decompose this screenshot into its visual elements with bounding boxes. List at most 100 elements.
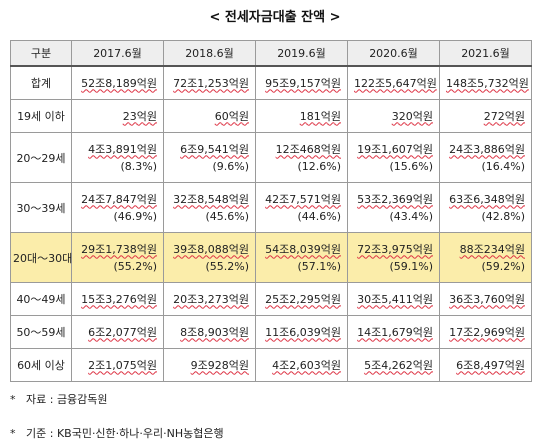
amount-value: 148조5,732억원 [446, 76, 529, 90]
amount-cell: 6조9,541억원 (9.6%) [163, 132, 256, 183]
amount-value: 60억원 [214, 109, 249, 123]
header-cell: 2018.6월 [163, 40, 256, 67]
amount-value: 30조5,411억원 [357, 292, 433, 306]
amount-cell: 20조3,273억원 [163, 282, 256, 316]
amount-cell: 72조3,975억원 (59.1%) [347, 232, 440, 283]
share-value: (44.6%) [297, 209, 341, 223]
amount-value: 17조2,969억원 [449, 325, 525, 339]
amount-value: 19조1,607억원 [357, 142, 433, 156]
amount-value: 63조6,348억원 [449, 192, 525, 206]
share-value: (59.1%) [389, 259, 433, 273]
amount-cell: 2조1,075억원 [71, 348, 164, 382]
table-row: 19세 이하 23억원 60억원 181억원 320억원 272억원 [10, 99, 532, 133]
row-label: 20대～30대 [10, 232, 72, 283]
amount-cell: 42조7,571억원 (44.6%) [255, 182, 348, 233]
table-row: 40～49세 15조3,276억원 20조3,273억원 25조2,295억원 … [10, 282, 532, 316]
amount-value: 32조8,548억원 [173, 192, 249, 206]
amount-value: 122조5,647억원 [354, 76, 437, 90]
amount-cell: 6조8,497억원 [439, 348, 532, 382]
amount-cell: 24조3,886억원 (16.4%) [439, 132, 532, 183]
amount-value: 5조4,262억원 [364, 358, 433, 372]
amount-cell: 53조2,369억원 (43.4%) [347, 182, 440, 233]
amount-cell: 14조1,679억원 [347, 315, 440, 349]
amount-value: 320억원 [391, 109, 433, 123]
amount-cell: 19조1,607억원 (15.6%) [347, 132, 440, 183]
share-value: (42.8%) [481, 209, 525, 223]
amount-value: 52조8,189억원 [81, 76, 157, 90]
amount-cell: 39조8,088억원 (55.2%) [163, 232, 256, 283]
header-cell: 2021.6월 [439, 40, 532, 67]
amount-value: 53조2,369억원 [357, 192, 433, 206]
table-row: 20～29세 4조3,891억원 (8.3%) 6조9,541억원 (9.6%) 1… [10, 132, 532, 183]
share-value: (45.6%) [205, 209, 249, 223]
criteria-text: 기준 : KB국민·신한·하나·우리·NH농협은행 [26, 427, 224, 440]
amount-value: 24조7,847억원 [81, 192, 157, 206]
note-bullet: * [10, 393, 16, 406]
header-cell: 2020.6월 [347, 40, 440, 67]
row-label: 40～49세 [10, 282, 72, 316]
amount-value: 14조1,679억원 [357, 325, 433, 339]
share-value: (15.6%) [389, 159, 433, 173]
share-value: (43.4%) [389, 209, 433, 223]
share-value: (8.3%) [120, 159, 157, 173]
amount-cell: 17조2,969억원 [439, 315, 532, 349]
amount-value: 11조6,039억원 [265, 325, 341, 339]
source-note: * 자료 : 금융감독원 [10, 391, 108, 407]
amount-value: 25조2,295억원 [265, 292, 341, 306]
amount-cell: 6조2,077억원 [71, 315, 164, 349]
share-value: (46.9%) [113, 209, 157, 223]
share-value: (59.2%) [481, 259, 525, 273]
highlighted-table-row: 20대～30대 29조1,738억원 (55.2%) 39조8,088억원 (55.… [10, 232, 532, 283]
amount-cell: 25조2,295억원 [255, 282, 348, 316]
amount-cell: 36조3,760억원 [439, 282, 532, 316]
loan-balance-table: 구분 2017.6월 2018.6월 2019.6월 2020.6월 2021.… [10, 40, 532, 382]
amount-value: 24조3,886억원 [449, 142, 525, 156]
amount-value: 95조9,157억원 [265, 76, 341, 90]
amount-cell: 54조8,039억원 (57.1%) [255, 232, 348, 283]
amount-cell: 15조3,276억원 [71, 282, 164, 316]
row-label: 합계 [10, 65, 72, 100]
amount-value: 88조234억원 [459, 242, 525, 256]
amount-cell: 72조1,253억원 [163, 65, 256, 100]
source-text: 자료 : 금융감독원 [26, 393, 108, 406]
amount-cell: 88조234억원 (59.2%) [439, 232, 532, 283]
header-cell: 2017.6월 [71, 40, 164, 67]
amount-value: 4조3,891억원 [88, 142, 157, 156]
amount-cell: 24조7,847억원 (46.9%) [71, 182, 164, 233]
amount-value: 15조3,276억원 [81, 292, 157, 306]
amount-value: 72조3,975억원 [357, 242, 433, 256]
amount-cell: 4조3,891억원 (8.3%) [71, 132, 164, 183]
amount-value: 20조3,273억원 [173, 292, 249, 306]
table-row: 합계 52조8,189억원 72조1,253억원 95조9,157억원 122조… [10, 65, 532, 100]
amount-value: 6조8,497억원 [456, 358, 525, 372]
amount-cell: 272억원 [439, 99, 532, 133]
amount-cell: 60억원 [163, 99, 256, 133]
amount-value: 72조1,253억원 [173, 76, 249, 90]
amount-cell: 12조468억원 (12.6%) [255, 132, 348, 183]
amount-value: 23억원 [122, 109, 157, 123]
amount-value: 6조9,541억원 [180, 142, 249, 156]
share-value: (57.1%) [297, 259, 341, 273]
amount-value: 9조928억원 [190, 358, 249, 372]
amount-value: 36조3,760억원 [449, 292, 525, 306]
amount-cell: 30조5,411억원 [347, 282, 440, 316]
row-label: 50～59세 [10, 315, 72, 349]
amount-value: 12조468억원 [275, 142, 341, 156]
amount-cell: 63조6,348억원 (42.8%) [439, 182, 532, 233]
amount-cell: 181억원 [255, 99, 348, 133]
table-row: 60세 이상 2조1,075억원 9조928억원 4조2,603억원 5조4,2… [10, 348, 532, 382]
note-bullet: * [10, 427, 16, 440]
amount-cell: 52조8,189억원 [71, 65, 164, 100]
amount-value: 54조8,039억원 [265, 242, 341, 256]
amount-cell: 11조6,039억원 [255, 315, 348, 349]
amount-cell: 8조8,903억원 [163, 315, 256, 349]
amount-cell: 122조5,647억원 [347, 65, 440, 100]
amount-cell: 32조8,548억원 (45.6%) [163, 182, 256, 233]
row-label: 20～29세 [10, 132, 72, 183]
amount-value: 6조2,077억원 [88, 325, 157, 339]
share-value: (9.6%) [212, 159, 249, 173]
amount-value: 8조8,903억원 [180, 325, 249, 339]
header-cell: 2019.6월 [255, 40, 348, 67]
amount-cell: 95조9,157억원 [255, 65, 348, 100]
amount-value: 181억원 [299, 109, 341, 123]
